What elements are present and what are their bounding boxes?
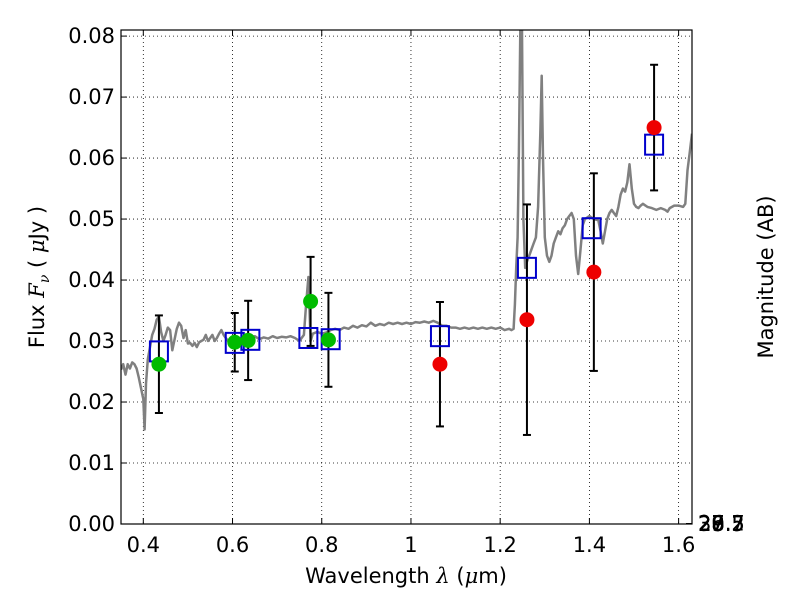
data-point [240,332,256,348]
data-point [320,332,336,348]
x-axis-label: Wavelength λ (μm) [305,564,507,588]
y-tick-label: 0.02 [68,390,115,414]
magnitude-tick-label: 30 [698,512,725,536]
y-tick-label: 0.00 [68,512,115,536]
points-layer [148,63,665,436]
ticks-layer [121,30,692,525]
magnitude-tick-label: 27 [698,512,725,536]
x-tick-label: 0.6 [216,533,249,557]
data-point [519,312,535,328]
x-tick-label: 0.4 [127,533,160,557]
data-point [646,120,662,136]
model-photometry-square [581,217,602,240]
data-point [151,356,167,372]
x-tick-label: 1 [404,533,417,557]
magnitude-tick-label: 29 [698,512,725,536]
tick-labels: 0.4 0.6 0.8 1 1.2 1.4 1.6 0.00 0.01 0.02 0.03 0.04 0… [68,24,745,557]
model-photometry-square [429,325,450,348]
spectrum-layer [121,30,692,431]
y-tick-label: 0.04 [68,268,115,292]
model-photometry-square [516,256,537,279]
y-tick-label: 0.01 [68,451,115,475]
data-point [227,334,243,350]
x-tick-label: 1.6 [662,533,695,557]
magnitude-tick-label: 27.5 [698,512,745,536]
plot-frame [120,29,693,525]
magnitude-tick-label: 27.2 [698,512,745,536]
y-tick-label: 0.03 [68,329,115,353]
y-tick-label: 0.07 [68,85,115,109]
magnitude-tick-label: 28.5 [698,512,745,536]
x-tick-label: 1.2 [483,533,516,557]
y-tick-label: 0.06 [68,146,115,170]
magnitude-tick-label: 26.7 [698,512,745,536]
spectrum-line [121,30,692,431]
model-photometry-square [298,326,319,349]
data-point [586,264,602,280]
magnitude-tick-label: 28 [698,512,725,536]
y-axis-label: Flux Fν ( μJy ) [25,206,53,348]
data-point [432,356,448,372]
data-point [303,293,319,309]
y-tick-label: 0.05 [68,207,115,231]
x-tick-label: 0.8 [305,533,338,557]
x-tick-label: 1.4 [573,533,606,557]
magnitude-axis-label: Magnitude (AB) [754,195,778,358]
y-tick-label: 0.08 [68,24,115,48]
